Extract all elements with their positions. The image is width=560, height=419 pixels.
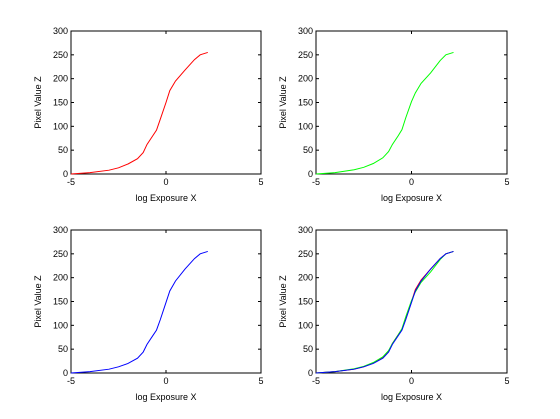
y-tick-label: 200: [53, 273, 68, 283]
y-tick-label: 0: [63, 169, 68, 179]
x-tick-label: -5: [67, 177, 75, 187]
y-tick-label: 300: [53, 26, 68, 36]
y-tick-label: 0: [63, 368, 68, 378]
x-tick-label: 0: [163, 376, 168, 386]
x-tick-label: -5: [312, 177, 320, 187]
y-tick-label: 100: [53, 320, 68, 330]
y-tick-label: 200: [53, 74, 68, 84]
series-line-3: [315, 250, 454, 374]
y-axis-label: Pixel Value Z: [33, 275, 43, 328]
y-tick-label: 50: [303, 344, 313, 354]
y-tick-label: 150: [53, 297, 68, 307]
x-axis-label: log Exposure X: [381, 392, 442, 402]
y-tick-label: 250: [53, 249, 68, 259]
x-tick-label: 0: [409, 177, 414, 187]
x-axis-label: log Exposure X: [135, 392, 196, 402]
y-tick-label: 0: [308, 368, 313, 378]
y-tick-label: 200: [298, 273, 313, 283]
y-tick-label: 100: [298, 121, 313, 131]
y-tick-label: 300: [53, 225, 68, 235]
y-axis-label: Pixel Value Z: [278, 76, 288, 129]
series-line-1: [315, 51, 454, 175]
y-tick-label: 150: [298, 98, 313, 108]
x-tick-label: 5: [258, 376, 263, 386]
y-tick-label: 200: [298, 74, 313, 84]
x-tick-label: -5: [67, 376, 75, 386]
y-tick-label: 150: [53, 98, 68, 108]
y-tick-label: 250: [298, 50, 313, 60]
x-tick-label: 0: [163, 177, 168, 187]
y-tick-label: 100: [53, 121, 68, 131]
y-tick-label: 300: [298, 26, 313, 36]
x-tick-label: 5: [258, 177, 263, 187]
y-tick-label: 150: [298, 297, 313, 307]
y-tick-label: 300: [298, 225, 313, 235]
y-tick-label: 50: [58, 344, 68, 354]
x-tick-label: -5: [312, 376, 320, 386]
x-tick-label: 0: [409, 376, 414, 386]
series-line-1: [70, 51, 208, 175]
y-tick-label: 50: [303, 145, 313, 155]
x-axis-label: log Exposure X: [381, 193, 442, 203]
x-tick-label: 5: [504, 376, 509, 386]
y-tick-label: 0: [308, 169, 313, 179]
y-axis-label: Pixel Value Z: [33, 76, 43, 129]
y-tick-label: 50: [58, 145, 68, 155]
y-tick-label: 100: [298, 320, 313, 330]
x-axis-label: log Exposure X: [135, 193, 196, 203]
x-tick-label: 5: [504, 177, 509, 187]
y-tick-label: 250: [298, 249, 313, 259]
series-line-1: [70, 250, 208, 374]
y-axis-label: Pixel Value Z: [278, 275, 288, 328]
y-tick-label: 250: [53, 50, 68, 60]
